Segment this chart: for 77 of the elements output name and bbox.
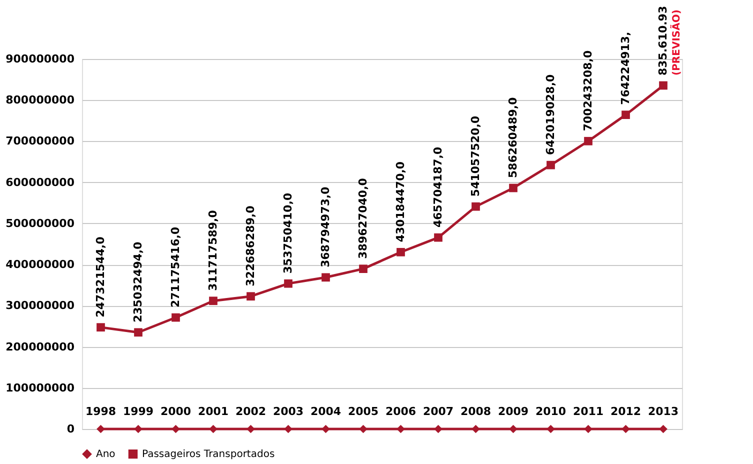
point (246, 424, 255, 434)
y-tick-label: 400000000 (6, 258, 75, 272)
data-label: 465704187,0 (431, 146, 444, 228)
data-label: 2006 (385, 405, 416, 418)
point (622, 110, 630, 120)
data-label: 2005 (348, 405, 379, 418)
point (172, 313, 180, 322)
point (209, 424, 218, 434)
data-label: 642019028,0 (544, 74, 557, 156)
data-label: 247321544,0 (94, 236, 107, 318)
y-tick-label: 600000000 (6, 176, 75, 189)
data-label: 700243208,0 (581, 50, 594, 132)
annotation: (PREVISÃO) (669, 10, 682, 76)
point (246, 292, 255, 301)
y-tick-label: 700000000 (6, 134, 75, 148)
data-label: 835.610.93 (656, 6, 670, 76)
data-label: 1998 (85, 405, 116, 418)
data-label: 2013 (648, 405, 679, 418)
point (584, 424, 592, 434)
point (134, 328, 142, 337)
data-label: 2008 (460, 405, 492, 418)
point (96, 424, 105, 434)
data-label: 235032494,0 (131, 241, 144, 322)
point (509, 424, 518, 434)
data-label: 2004 (310, 405, 342, 418)
point (584, 136, 592, 146)
data-label: 2000 (160, 405, 192, 418)
point (322, 424, 330, 434)
data-label: 2007 (422, 405, 454, 418)
point (322, 273, 330, 282)
data-label: 430184470,0 (394, 161, 407, 242)
point (96, 323, 105, 332)
data-label: 2012 (610, 405, 642, 418)
point (546, 160, 555, 170)
data-label: 353750410,0 (281, 192, 294, 274)
point (472, 202, 480, 211)
y-tick-label: 200000000 (6, 340, 75, 354)
point (134, 424, 142, 434)
legend-label: Ano (96, 449, 116, 460)
data-label: 764224913, (618, 32, 632, 105)
point (434, 233, 442, 242)
data-label: 586260489,0 (506, 96, 520, 178)
data-label: 311717589,0 (206, 210, 220, 291)
data-label: 2001 (198, 405, 229, 418)
data-label: 271175416,0 (168, 226, 182, 308)
y-tick-label: 500000000 (6, 216, 75, 230)
data-label: 2002 (235, 405, 266, 418)
y-tick-label: 300000000 (6, 299, 75, 312)
point (659, 424, 668, 434)
y-tick-label: 0 (66, 422, 75, 436)
y-tick-label: 100000000 (6, 381, 75, 394)
data-label: 541057520,0 (468, 116, 482, 197)
data-label: 2010 (535, 405, 566, 418)
y-tick-label: 900000000 (6, 52, 75, 66)
point (659, 81, 668, 90)
point (546, 424, 555, 434)
point (172, 424, 180, 434)
point (622, 424, 630, 434)
point (396, 248, 405, 256)
y-tick-label: 800000000 (6, 94, 75, 107)
point (359, 424, 368, 434)
point (434, 424, 442, 434)
point (284, 279, 292, 288)
point (209, 296, 218, 306)
point (284, 424, 292, 434)
data-label: 1999 (122, 405, 154, 418)
data-label: 322686289,0 (244, 205, 257, 286)
point (396, 424, 405, 434)
legend-label: Passageiros Transportados (142, 449, 275, 460)
point (509, 184, 518, 192)
data-label: 2011 (572, 405, 604, 418)
point (359, 264, 368, 274)
data-label: 368794973,0 (318, 186, 332, 268)
data-label: 2009 (498, 405, 529, 418)
data-label: 389627040,0 (356, 178, 370, 259)
data-label: 2003 (272, 405, 304, 418)
point (472, 424, 480, 434)
